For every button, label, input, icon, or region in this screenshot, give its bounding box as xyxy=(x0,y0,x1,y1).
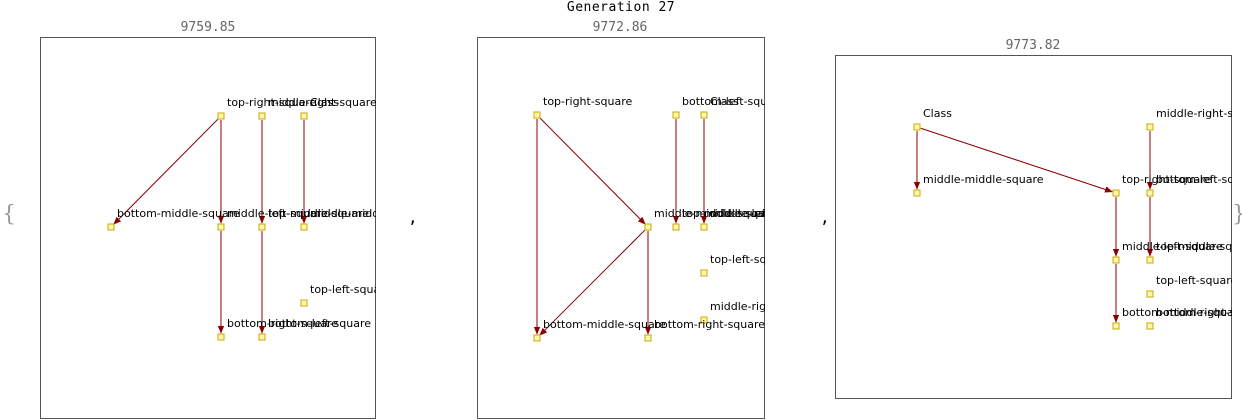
node-label: middle-right-square xyxy=(1156,107,1232,120)
node-label: bottom-middle-square xyxy=(543,318,666,331)
graph-node xyxy=(700,223,708,231)
graph-node xyxy=(217,223,225,231)
graph-canvas: top-right-squaremiddle-right-squareClass… xyxy=(40,37,376,419)
node-label: bottom-middle-square xyxy=(1122,306,1232,319)
graph-canvas: Class middle-right-square middle-middle-sq… xyxy=(835,55,1232,399)
node-label: top-left-square xyxy=(310,283,376,296)
node-label: bottom-right-square xyxy=(1156,306,1232,319)
graph-node xyxy=(644,223,652,231)
graph-edge xyxy=(539,117,646,225)
node-label: Class xyxy=(710,95,739,108)
node-label: top-middle-square xyxy=(1156,240,1232,253)
graph-node xyxy=(700,316,708,324)
graph-edge xyxy=(920,127,1113,193)
panel-3-score: 9773.82 xyxy=(1005,38,1061,53)
node-label: middle-right-square xyxy=(710,300,765,313)
graph-node xyxy=(913,189,921,197)
graph-node xyxy=(300,112,308,120)
node-label: middle-middle-square xyxy=(923,173,1044,186)
panel-2-score: 9772.86 xyxy=(592,20,648,35)
graph-node xyxy=(700,111,708,119)
graph-node xyxy=(217,112,225,120)
graph-node xyxy=(1146,290,1154,298)
node-label: top-left-square xyxy=(1156,274,1232,287)
graph-node xyxy=(672,111,680,119)
graph-node xyxy=(672,223,680,231)
graph-node xyxy=(107,223,115,231)
node-label: middle-left-square xyxy=(710,207,765,220)
graph-node xyxy=(300,299,308,307)
graph-node xyxy=(300,223,308,231)
node-label: bottom-left-square xyxy=(1156,173,1232,186)
node-label: middle-left-square xyxy=(1122,240,1223,253)
separator-comma: , xyxy=(408,208,418,227)
graph-node xyxy=(533,334,541,342)
graph-edge xyxy=(539,229,646,336)
graph-node xyxy=(913,123,921,131)
graph-node xyxy=(258,333,266,341)
node-label: middle-left-square xyxy=(227,207,328,220)
graph-node xyxy=(1112,256,1120,264)
panel-frame xyxy=(835,55,1232,399)
node-label: bottom-right-square xyxy=(227,317,338,330)
node-label: top-left-square xyxy=(710,253,765,266)
node-label: top-right-square xyxy=(543,95,633,108)
node-label: top-middle-square xyxy=(268,207,369,220)
graph-node xyxy=(700,269,708,277)
graph-node xyxy=(1146,189,1154,197)
graph-node xyxy=(217,333,225,341)
node-label: top-right-square xyxy=(1122,173,1212,186)
separator-comma: , xyxy=(820,208,830,227)
close-brace: } xyxy=(1232,204,1242,226)
node-label: top-right-square xyxy=(227,96,317,109)
graph-node xyxy=(1146,322,1154,330)
graph-panel: Class middle-right-square middle-middle-sq… xyxy=(835,55,1232,399)
graph-node xyxy=(533,111,541,119)
node-label: Class xyxy=(310,96,339,109)
panel-frame xyxy=(477,37,765,419)
graph-node xyxy=(1146,256,1154,264)
node-label: middle-right-square xyxy=(268,96,376,109)
panel-1-score: 9759.85 xyxy=(180,20,236,35)
node-label: bottom-left-square xyxy=(268,317,371,330)
node-label: bottom-right-square xyxy=(654,318,765,331)
node-label: Class xyxy=(923,107,952,120)
node-label: middle-middle-square xyxy=(654,207,765,220)
graph-edge xyxy=(113,118,219,225)
graph-panel: top-right-square middle-right-square Class… xyxy=(40,37,376,419)
graph-node xyxy=(1112,322,1120,330)
node-label: bottom-middle-square xyxy=(117,207,240,220)
graph-node xyxy=(644,334,652,342)
node-label: bottom-left-square xyxy=(682,95,765,108)
graph-node xyxy=(258,223,266,231)
node-label: middle-middle-square xyxy=(310,207,376,220)
open-brace: { xyxy=(2,202,16,227)
generation-title: Generation 27 xyxy=(566,0,676,15)
node-label: top-middle-square xyxy=(682,207,765,220)
graph-node xyxy=(258,112,266,120)
panel-frame xyxy=(40,37,376,419)
graph-node xyxy=(1146,123,1154,131)
graph-node xyxy=(1112,189,1120,197)
